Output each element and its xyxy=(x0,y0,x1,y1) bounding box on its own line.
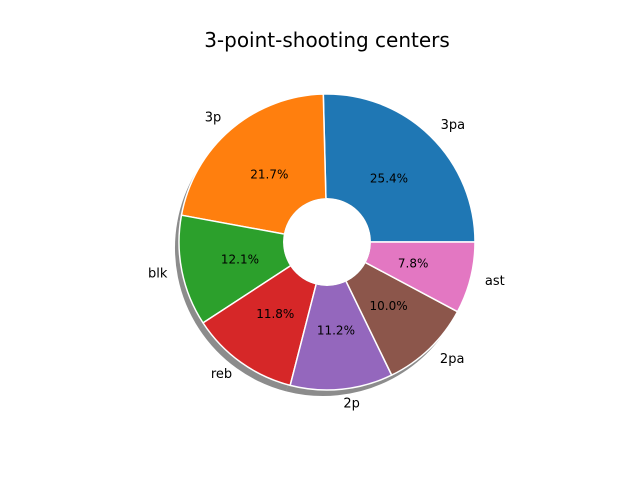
pct-label-3p: 21.7% xyxy=(250,167,288,181)
pct-label-2pa: 10.0% xyxy=(370,299,408,313)
pct-label-3pa: 25.4% xyxy=(370,171,408,185)
label-blk: blk xyxy=(148,267,168,282)
pct-label-ast: 7.8% xyxy=(398,257,429,271)
slice-ast xyxy=(326,241,476,313)
slice-3pa xyxy=(322,93,476,243)
slice-2pa xyxy=(326,241,459,376)
pie-labels: 3pa 25.4% 3p 21.7% blk 12.1% reb 11.8% 2p 11.2% 2p… xyxy=(148,111,505,412)
label-ast: ast xyxy=(485,274,505,289)
slice-2p xyxy=(289,241,393,391)
pct-label-blk: 12.1% xyxy=(221,252,259,266)
pie-slices xyxy=(178,93,476,391)
pct-label-reb: 11.8% xyxy=(256,307,294,321)
chart-title: 3-point-shooting centers xyxy=(204,28,450,52)
label-3pa: 3pa xyxy=(441,118,466,133)
slice-3p xyxy=(180,93,328,243)
label-2p: 2p xyxy=(343,396,360,411)
label-reb: reb xyxy=(211,367,232,382)
slice-reb xyxy=(202,241,328,387)
label-2pa: 2pa xyxy=(440,352,465,367)
slice-blk xyxy=(178,214,328,324)
label-3p: 3p xyxy=(205,111,222,126)
pct-label-2p: 11.2% xyxy=(317,323,355,337)
